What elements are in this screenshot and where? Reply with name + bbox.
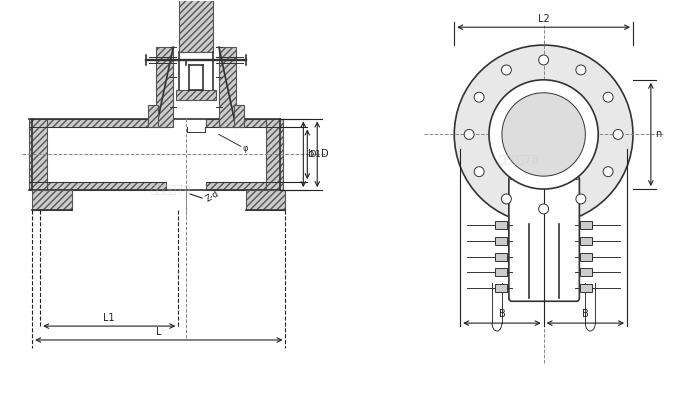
FancyBboxPatch shape (509, 176, 580, 301)
Bar (29, 119, 47, 190)
Bar (32, 119, 167, 126)
Bar (176, 90, 216, 100)
Bar (580, 221, 592, 229)
Circle shape (501, 65, 512, 75)
Bar (495, 221, 507, 229)
Circle shape (539, 55, 549, 65)
Text: B: B (582, 309, 589, 319)
Bar (148, 105, 158, 126)
Circle shape (502, 93, 585, 176)
Bar (206, 182, 265, 190)
Bar (206, 119, 265, 126)
Bar (179, 0, 213, 52)
Circle shape (613, 130, 623, 139)
Circle shape (464, 130, 474, 139)
Bar (495, 253, 507, 260)
Bar (219, 47, 236, 126)
Text: L: L (156, 327, 162, 337)
Text: φ: φ (243, 144, 248, 153)
Bar (32, 182, 167, 190)
Bar (536, 124, 552, 132)
Text: D1: D1 (309, 150, 321, 159)
Circle shape (474, 167, 484, 177)
Text: 水暖阀门78: 水暖阀门78 (151, 184, 192, 194)
Text: 水暖阀门78: 水暖阀门78 (498, 154, 539, 164)
Text: n: n (654, 130, 661, 139)
Text: L2: L2 (538, 14, 550, 24)
Circle shape (474, 92, 484, 102)
Bar (495, 268, 507, 277)
Bar (580, 284, 592, 292)
Circle shape (489, 80, 598, 189)
Text: B: B (498, 309, 505, 319)
Bar (580, 237, 592, 245)
Bar (246, 190, 286, 210)
Bar (265, 119, 284, 190)
Bar (524, 151, 564, 161)
Text: Z-d: Z-d (204, 189, 220, 203)
Bar (580, 268, 592, 277)
Bar (495, 284, 507, 292)
Bar (580, 253, 592, 260)
Circle shape (576, 194, 586, 204)
Bar (510, 169, 578, 179)
Circle shape (603, 92, 613, 102)
Bar (32, 190, 72, 210)
Circle shape (539, 204, 549, 214)
Circle shape (454, 45, 633, 224)
Circle shape (603, 167, 613, 177)
Circle shape (501, 194, 512, 204)
Bar (520, 161, 568, 169)
Text: D: D (321, 149, 329, 159)
Bar (234, 105, 244, 126)
Circle shape (576, 65, 586, 75)
Bar (495, 237, 507, 245)
Text: b: b (307, 149, 314, 159)
Bar (156, 47, 174, 126)
Text: L1: L1 (104, 313, 115, 323)
